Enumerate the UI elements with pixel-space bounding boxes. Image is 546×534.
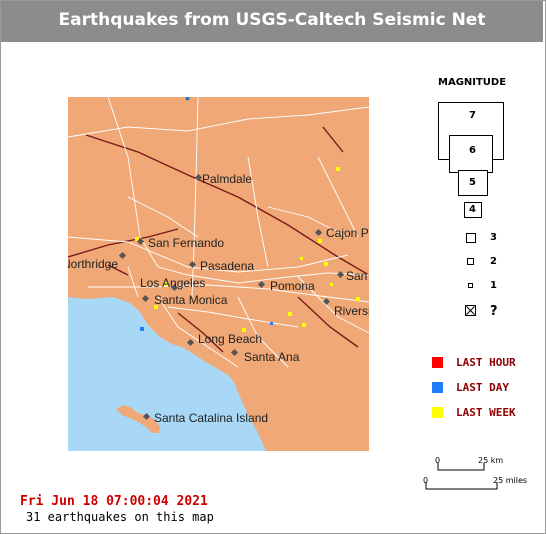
magnitude-4-box [464, 202, 482, 218]
last-week-label: LAST WEEK [456, 406, 516, 419]
quake-marker[interactable] [270, 322, 273, 325]
road-network [68, 97, 369, 368]
scale-bar [425, 463, 498, 490]
place-palmdale: Palmdale [194, 172, 252, 186]
place-san-bernardino: San Bernardino [336, 269, 369, 283]
magnitude-7-label: 7 [469, 110, 476, 121]
place-los-angeles: Los Angeles [140, 276, 205, 292]
svg-text:Cajon Pass: Cajon Pass [326, 226, 369, 240]
magnitude-5-box [458, 170, 488, 196]
update-timestamp: Fri Jun 18 07:00:04 2021 [20, 494, 208, 509]
earthquake-markers [135, 97, 360, 332]
svg-text:Santa Monica: Santa Monica [154, 293, 228, 307]
svg-text:Northridge: Northridge [68, 257, 118, 271]
svg-text:Pasadena: Pasadena [200, 259, 254, 273]
quake-marker[interactable] [330, 283, 333, 286]
magnitude-5-label: 5 [469, 177, 476, 188]
place-long-beach: Long Beach [186, 332, 262, 347]
quake-marker[interactable] [356, 297, 360, 301]
magnitude-3-box [466, 233, 476, 243]
quake-marker[interactable] [154, 305, 158, 309]
magnitude-6-label: 6 [469, 145, 476, 156]
place-santa-catalina-island: Santa Catalina Island [142, 411, 268, 425]
magnitude-3-label: 3 [490, 232, 497, 243]
svg-text:Los Angeles: Los Angeles [140, 276, 205, 290]
last-hour-label: LAST HOUR [456, 356, 516, 369]
last-day-label: LAST DAY [456, 381, 509, 394]
scale-km-zero: 0 [435, 456, 441, 465]
magnitude-1-box [468, 283, 473, 288]
magnitude-2-box [467, 258, 474, 265]
svg-text:Long Beach: Long Beach [198, 332, 262, 346]
place-cajon-pass: Cajon Pass [314, 226, 369, 240]
place-pasadena: Pasadena [188, 259, 254, 273]
place-san-fernando: San Fernando [136, 236, 224, 250]
last-day-swatch [432, 382, 443, 393]
last-hour-swatch [432, 357, 443, 368]
quake-marker[interactable] [302, 323, 306, 327]
quake-marker[interactable] [318, 239, 322, 243]
quake-marker[interactable] [185, 97, 190, 101]
magnitude-4-label: 4 [469, 204, 476, 215]
svg-text:Riverside: Riverside [334, 304, 369, 318]
quake-marker[interactable] [336, 167, 340, 171]
place-markers: Palmdale Cajon Pass San Fernando Northri… [68, 172, 369, 425]
quake-marker[interactable] [242, 328, 246, 332]
ocean [68, 297, 266, 451]
magnitude-1-label: 1 [490, 280, 497, 291]
svg-text:Santa Ana: Santa Ana [244, 350, 300, 364]
title-bar: Earthquakes from USGS-Caltech Seismic Ne… [1, 1, 543, 42]
place-santa-ana: Santa Ana [230, 348, 300, 364]
place-riverside: Riverside [322, 297, 369, 318]
place-santa-monica: Santa Monica [141, 293, 228, 307]
boxed-x-icon [465, 305, 476, 316]
svg-text:Palmdale: Palmdale [202, 172, 252, 186]
scale-miles-value: 25 miles [493, 476, 528, 485]
quake-marker[interactable] [324, 262, 328, 266]
earthquake-map[interactable]: Palmdale Cajon Pass San Fernando Northri… [68, 97, 369, 451]
quake-marker[interactable] [300, 257, 303, 260]
place-pomona: Pomona [257, 279, 315, 293]
scale-km-value: 25 km [478, 456, 504, 465]
magnitude-2-label: 2 [490, 256, 497, 267]
magnitude-unknown-label: ? [490, 304, 498, 319]
quake-marker[interactable] [164, 282, 168, 286]
page-title: Earthquakes from USGS-Caltech Seismic Ne… [58, 10, 486, 30]
quake-marker[interactable] [135, 237, 139, 241]
scale-miles-zero: 0 [423, 476, 429, 485]
svg-text:Pomona: Pomona [270, 279, 315, 293]
quake-marker[interactable] [288, 312, 292, 316]
quake-marker[interactable] [140, 327, 144, 331]
magnitude-legend-title: MAGNITUDE [438, 77, 507, 88]
earthquake-count: 31 earthquakes on this map [26, 510, 214, 524]
santa-catalina-island [116, 405, 160, 433]
svg-text:San Bernardino: San Bernardino [346, 269, 369, 283]
svg-text:Santa Catalina Island: Santa Catalina Island [154, 411, 268, 425]
magnitude-6-box [449, 135, 493, 173]
svg-text:San Fernando: San Fernando [148, 236, 224, 250]
last-week-swatch [432, 407, 443, 418]
place-northridge: Northridge [68, 251, 127, 271]
